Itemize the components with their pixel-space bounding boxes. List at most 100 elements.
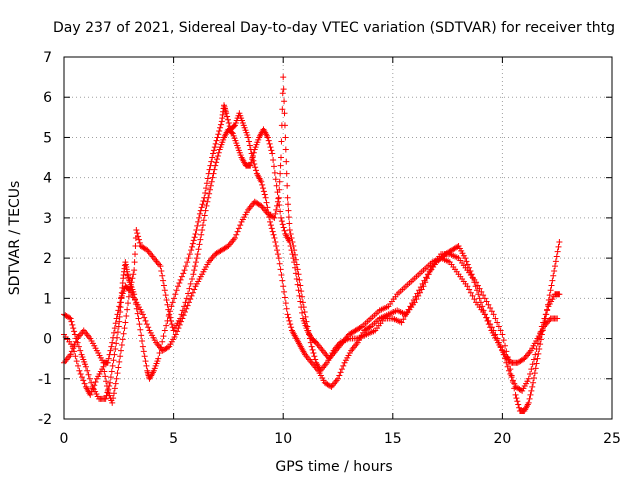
data-point [292,270,299,277]
data-point [277,162,284,169]
data-point [112,380,119,387]
data-point [540,319,547,326]
data-point [107,379,114,386]
data-point [110,329,117,336]
data-point [488,308,495,315]
data-point [287,321,294,328]
data-point [538,323,545,330]
data-point [251,160,258,167]
data-point [286,220,293,227]
data-point [502,342,509,349]
data-point [487,304,494,311]
data-point [172,331,179,338]
data-point [195,246,202,253]
data-point [67,351,74,358]
data-point [280,224,287,231]
data-point [157,263,164,270]
data-point [199,226,206,233]
data-point [327,383,334,390]
data-point [71,348,78,355]
data-point [492,331,499,338]
data-point [107,374,114,381]
data-point [159,338,166,345]
data-point [512,391,519,398]
data-point [278,272,285,279]
data-point [469,292,476,299]
data-point [473,287,480,294]
data-point [479,303,486,310]
data-point [270,231,277,238]
data-point [138,332,145,339]
data-point [114,311,121,318]
y-tick-label: 6 [43,90,52,106]
data-point [189,289,196,296]
data-point [69,321,76,328]
data-point [471,296,478,303]
data-point [87,391,94,398]
data-point [142,317,149,324]
data-point [123,313,130,320]
data-point [143,362,150,369]
data-point [233,231,240,238]
data-point [513,395,520,402]
data-point [293,276,300,283]
data-point [205,194,212,201]
data-point [483,298,490,305]
data-point [72,353,79,360]
data-point [462,255,469,262]
data-point [309,346,316,353]
data-point [475,291,482,298]
data-point [66,314,73,321]
data-point [337,369,344,376]
data-point [212,140,219,147]
data-point [527,391,534,398]
data-point [277,208,284,215]
data-point [275,255,282,262]
data-point [196,210,203,217]
data-point [295,287,302,294]
data-point [552,263,559,270]
data-point [214,152,221,159]
data-point [198,204,205,211]
data-point [165,306,172,313]
data-point [200,197,207,204]
series-trace-1 [61,102,563,414]
data-point [160,277,167,284]
data-point [210,150,217,157]
data-point [468,271,475,278]
data-point [535,350,542,357]
data-point [499,331,506,338]
data-point [273,243,280,250]
data-point [139,343,146,350]
data-point [76,367,83,374]
data-point [185,290,192,297]
data-point [125,293,132,300]
data-point [141,353,148,360]
data-point [550,272,557,279]
data-point [109,362,116,369]
data-point [155,355,162,362]
data-point [209,154,216,161]
data-point [280,74,287,81]
data-point [537,329,544,336]
data-point [212,162,219,169]
data-point [288,324,295,331]
data-point [529,383,536,390]
data-point [191,234,198,241]
data-point [552,258,559,265]
data-point [276,202,283,209]
data-point [267,222,274,229]
data-point [282,300,289,307]
data-point [542,311,549,318]
data-point [177,276,184,283]
data-point [131,267,138,274]
data-point [290,255,297,262]
data-point [121,325,128,332]
data-point [117,299,124,306]
data-point [132,243,139,250]
data-point [234,228,241,235]
data-point [106,351,113,358]
data-point [250,149,257,156]
data-point [84,367,91,374]
data-point [400,316,407,323]
